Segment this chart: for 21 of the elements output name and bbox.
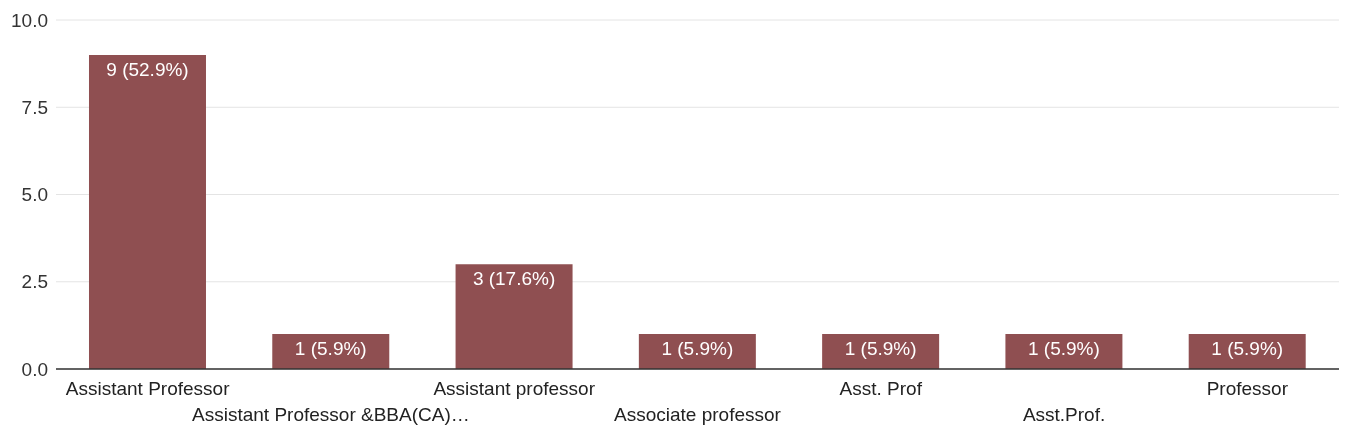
x-tick-label: Asst.Prof. xyxy=(1022,404,1106,425)
x-tick-label: Associate professor xyxy=(614,404,782,425)
x-tick-label: Asst. Prof xyxy=(839,378,923,399)
y-tick-label: 10.0 xyxy=(11,9,48,31)
data-label: 1 (5.9%) xyxy=(294,338,367,360)
data-label: 1 (5.9%) xyxy=(844,338,917,360)
data-label: 3 (17.6%) xyxy=(472,268,556,290)
data-label: 1 (5.9%) xyxy=(661,338,734,360)
data-label: 9 (52.9%) xyxy=(106,58,189,80)
data-label: 1 (5.9%) xyxy=(1028,338,1100,360)
bar xyxy=(455,264,573,369)
x-tick-label: Assistant Professor xyxy=(65,378,231,399)
bar xyxy=(88,54,206,369)
y-tick-label: 7.5 xyxy=(21,97,48,118)
data-label: 1 (5.9%) xyxy=(1211,338,1284,360)
y-tick-label: 5.0 xyxy=(21,184,48,206)
y-tick-label: 0.0 xyxy=(21,358,48,380)
y-tick-label: 2.5 xyxy=(21,271,48,293)
x-tick-label: Professor xyxy=(1206,378,1289,399)
x-tick-label: Assistant professor xyxy=(433,378,596,399)
x-tick-label: Assistant Professor &BBA(CA)… xyxy=(192,404,470,425)
